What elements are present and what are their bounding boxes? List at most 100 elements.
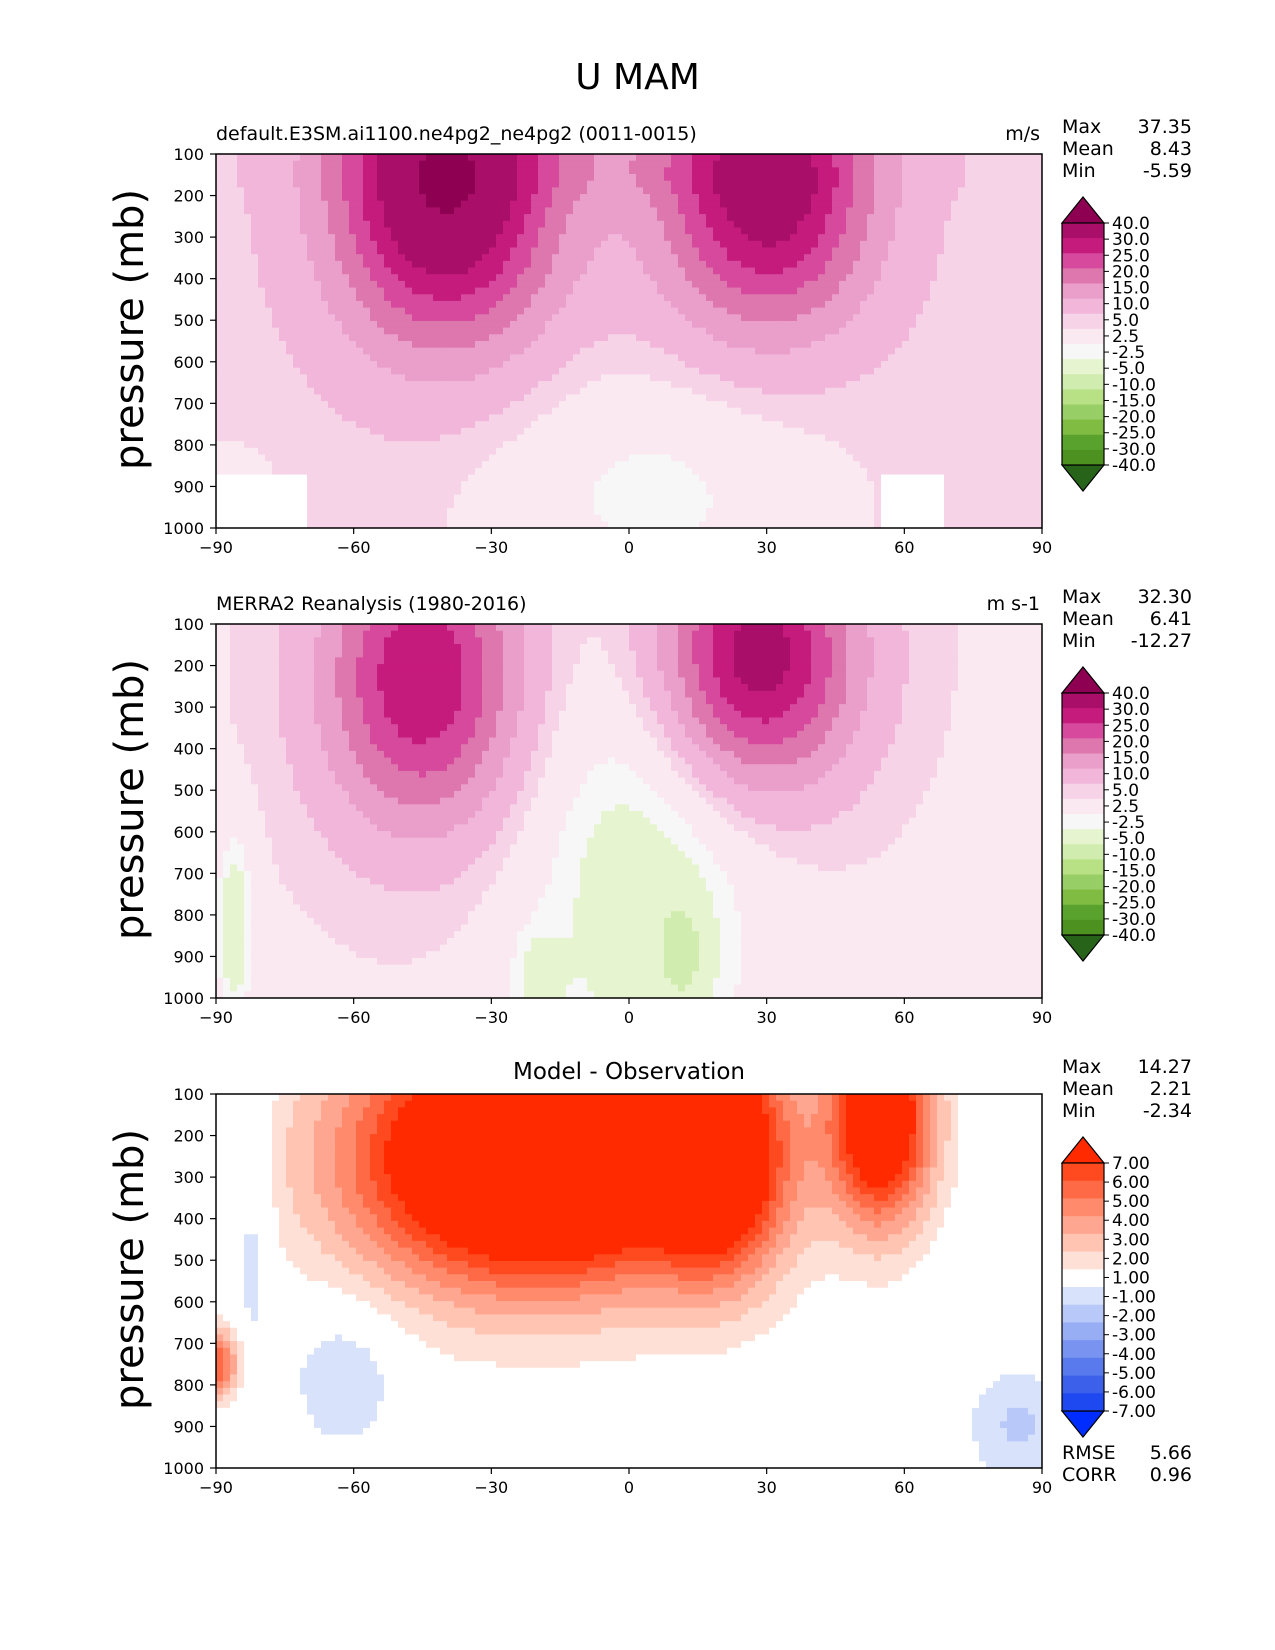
contour-cell <box>531 334 539 342</box>
contour-cell <box>370 427 378 436</box>
contour-cell <box>293 240 301 249</box>
contour-cell <box>811 394 819 402</box>
contour-cell <box>1000 300 1008 309</box>
contour-cell <box>349 227 357 235</box>
contour-cell <box>720 307 728 315</box>
contour-cell <box>398 287 406 295</box>
contour-cell <box>811 260 819 269</box>
contour-cell <box>531 354 539 362</box>
contour-cell <box>643 367 651 375</box>
contour-cell <box>307 361 315 369</box>
contour-cell <box>314 341 322 349</box>
contour-cell <box>923 361 931 369</box>
contour-cell <box>265 247 273 255</box>
contour-cell <box>783 227 791 235</box>
contour-cell <box>748 274 756 282</box>
contour-cell <box>629 287 637 295</box>
contour-cell <box>349 407 357 416</box>
contour-cell <box>853 334 861 342</box>
contour-cell <box>237 180 245 188</box>
contour-cell <box>503 267 511 275</box>
contour-cell <box>461 200 469 209</box>
contour-cell <box>678 200 686 209</box>
contour-cell <box>279 167 287 175</box>
contour-cell <box>888 374 896 382</box>
contour-cell <box>412 280 420 289</box>
contour-cell <box>328 354 336 362</box>
contour-cell <box>552 300 560 309</box>
contour-cell <box>216 307 224 315</box>
contour-cell <box>762 280 770 289</box>
contour-cell <box>447 274 455 282</box>
contour-cell <box>223 247 231 255</box>
contour-cell <box>951 341 959 349</box>
contour-cell <box>335 421 343 429</box>
contour-cell <box>741 361 749 369</box>
contour-cell <box>685 267 693 275</box>
contour-cell <box>860 180 868 188</box>
contour-cell <box>1014 361 1022 369</box>
contour-cell <box>888 280 896 289</box>
contour-cell <box>783 260 791 269</box>
contour-cell <box>391 421 399 429</box>
contour-cell <box>832 154 840 162</box>
contour-cell <box>671 407 679 416</box>
contour-cell <box>300 334 308 342</box>
contour-cell <box>384 167 392 175</box>
contour-cell <box>272 300 280 309</box>
contour-cell <box>629 200 637 209</box>
contour-cell <box>629 327 637 335</box>
contour-cell <box>804 407 812 416</box>
contour-cell <box>370 394 378 402</box>
contour-cell <box>874 174 882 182</box>
contour-cell <box>881 274 889 282</box>
contour-cell <box>293 287 301 295</box>
contour-cell <box>475 327 483 335</box>
contour-cell <box>762 200 770 209</box>
contour-cell <box>720 407 728 416</box>
contour-cell <box>769 387 777 396</box>
contour-cell <box>552 214 560 222</box>
contour-cell <box>972 187 980 195</box>
contour-cell <box>741 194 749 202</box>
contour-cell <box>279 320 287 329</box>
contour-cell <box>678 267 686 275</box>
contour-cell <box>909 174 917 182</box>
contour-cell <box>587 267 595 275</box>
contour-cell <box>265 274 273 282</box>
contour-cell <box>846 300 854 309</box>
contour-cell <box>300 240 308 249</box>
contour-cell <box>349 300 357 309</box>
contour-cell <box>538 421 546 429</box>
contour-cell <box>265 300 273 309</box>
contour-cell <box>475 174 483 182</box>
contour-cell <box>657 194 665 202</box>
contour-cell <box>279 180 287 188</box>
contour-cell <box>258 207 266 215</box>
contour-cell <box>517 194 525 202</box>
contour-cell <box>979 314 987 322</box>
contour-cell <box>307 187 315 195</box>
contour-cell <box>216 327 224 335</box>
contour-cell <box>279 361 287 369</box>
contour-cell <box>300 200 308 209</box>
contour-cell <box>489 227 497 235</box>
contour-cell <box>587 314 595 322</box>
contour-cell <box>594 267 602 275</box>
contour-cell <box>979 154 987 162</box>
contour-cell <box>405 260 413 269</box>
contour-cell <box>293 407 301 416</box>
contour-cell <box>594 361 602 369</box>
contour-cell <box>580 421 588 429</box>
contour-cell <box>216 207 224 215</box>
contour-cell <box>1035 180 1042 188</box>
contour-cell <box>433 260 441 269</box>
contour-cell <box>678 300 686 309</box>
contour-cell <box>216 180 224 188</box>
contour-cell <box>615 341 623 349</box>
contour-cell <box>727 254 735 262</box>
contour-cell <box>601 274 609 282</box>
contour-cell <box>727 247 735 255</box>
contour-cell <box>734 334 742 342</box>
contour-cell <box>867 234 875 242</box>
